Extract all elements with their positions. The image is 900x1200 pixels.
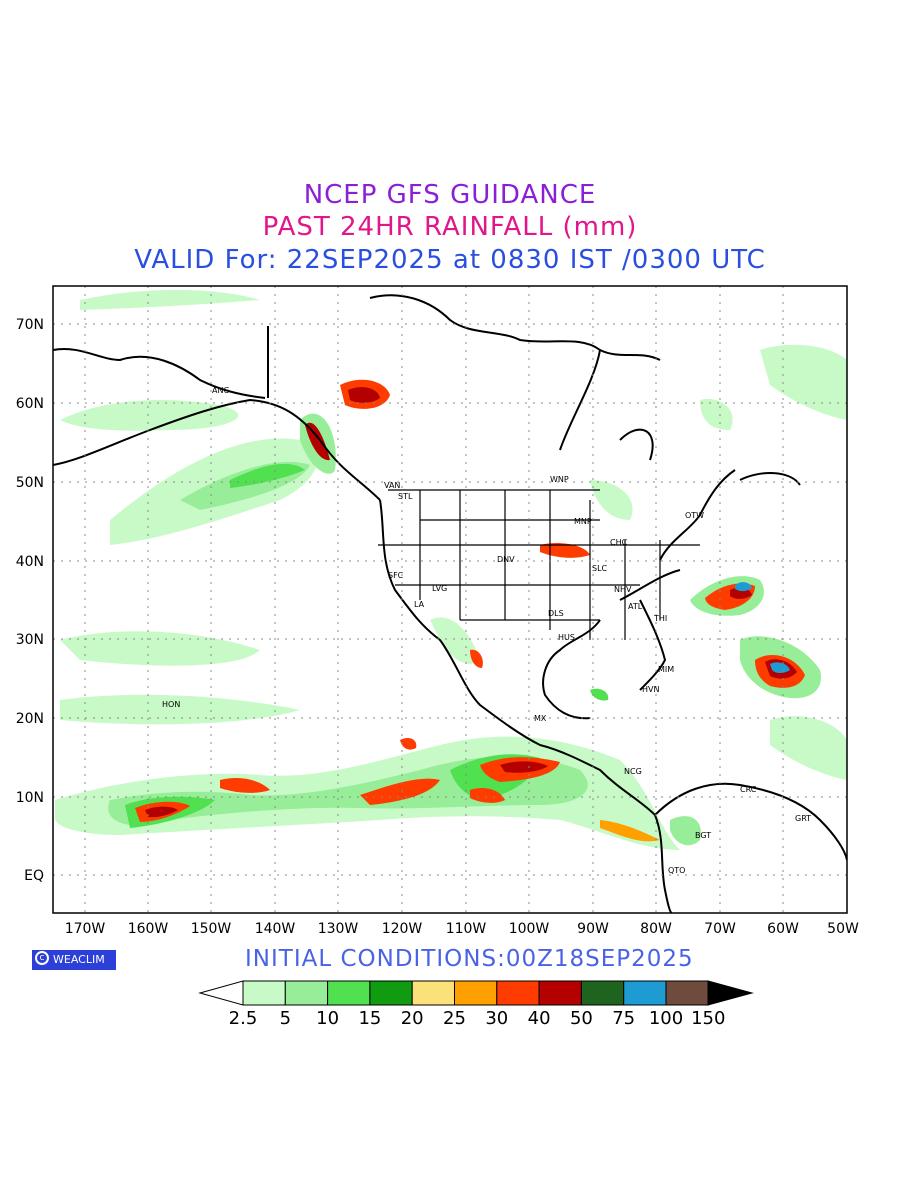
city-label: GRT — [795, 814, 811, 823]
title-line-2: PAST 24HR RAINFALL (mm) — [262, 212, 638, 242]
lat-label: 70N — [16, 317, 44, 333]
city-label: LA — [414, 600, 425, 609]
latitude-labels: 70N 60N 50N 40N 30N 20N 10N EQ — [16, 317, 44, 884]
lon-label: 50W — [827, 921, 859, 937]
lon-label: 60W — [767, 921, 799, 937]
title-line-1: NCEP GFS GUIDANCE — [303, 180, 597, 210]
city-label: NHV — [614, 585, 632, 594]
city-label: HUS — [558, 633, 575, 642]
lon-label: 70W — [704, 921, 736, 937]
city-label: ATL — [628, 602, 643, 611]
lon-label: 170W — [65, 921, 106, 937]
lat-label: 40N — [16, 554, 44, 570]
lat-label: 20N — [16, 711, 44, 727]
city-label: THI — [653, 614, 667, 623]
city-label: WNP — [550, 475, 569, 484]
city-label: CHC — [610, 538, 628, 547]
lat-label: EQ — [24, 868, 44, 884]
city-label: LVG — [432, 584, 447, 593]
lon-label: 80W — [640, 921, 672, 937]
copyright-icon: c — [35, 951, 49, 965]
lon-label: 140W — [255, 921, 296, 937]
city-label: QTO — [668, 866, 685, 875]
lon-label: 100W — [509, 921, 550, 937]
city-label: BGT — [695, 831, 711, 840]
coastlines — [53, 294, 847, 913]
city-label: MX — [534, 714, 547, 723]
lat-label: 10N — [16, 790, 44, 806]
title-line-3: VALID For: 22SEP2025 at 0830 IST /0300 U… — [134, 245, 766, 275]
graticule — [53, 286, 847, 913]
lat-label: 50N — [16, 475, 44, 491]
weaclim-logo: c WEACLIM — [32, 950, 116, 970]
lat-label: 30N — [16, 632, 44, 648]
city-label: HVN — [642, 685, 659, 694]
city-label: STL — [398, 492, 413, 501]
city-label: SFC — [388, 571, 404, 580]
rainfall-fields — [55, 289, 847, 850]
city-label: DLS — [548, 609, 564, 618]
longitude-labels: 170W 160W 150W 140W 130W 120W 110W 100W … — [65, 921, 859, 937]
city-label: HON — [162, 700, 180, 709]
lon-label: 160W — [128, 921, 169, 937]
lat-label: 60N — [16, 396, 44, 412]
lon-label: 110W — [446, 921, 487, 937]
lon-label: 150W — [191, 921, 232, 937]
city-label: CRC — [740, 785, 757, 794]
map-frame — [52, 285, 848, 914]
lon-label: 130W — [318, 921, 359, 937]
city-label: MIM — [658, 665, 674, 674]
city-label: NCG — [624, 767, 642, 776]
lon-label: 120W — [382, 921, 423, 937]
city-label: ANC — [212, 386, 229, 395]
city-label: SLC — [592, 564, 608, 573]
city-labels: ANC VAN STL WNP MNP OTW CHC DNV SFC LVG … — [162, 386, 811, 875]
city-label: MNP — [574, 517, 592, 526]
lon-label: 90W — [577, 921, 609, 937]
city-label: OTW — [685, 511, 704, 520]
city-label: VAN — [384, 481, 400, 490]
initial-conditions: INITIAL CONDITIONS:00Z18SEP2025 — [245, 946, 694, 972]
political-borders — [378, 489, 700, 640]
logo-text: WEACLIM — [53, 953, 105, 966]
city-label: DNV — [497, 555, 515, 564]
